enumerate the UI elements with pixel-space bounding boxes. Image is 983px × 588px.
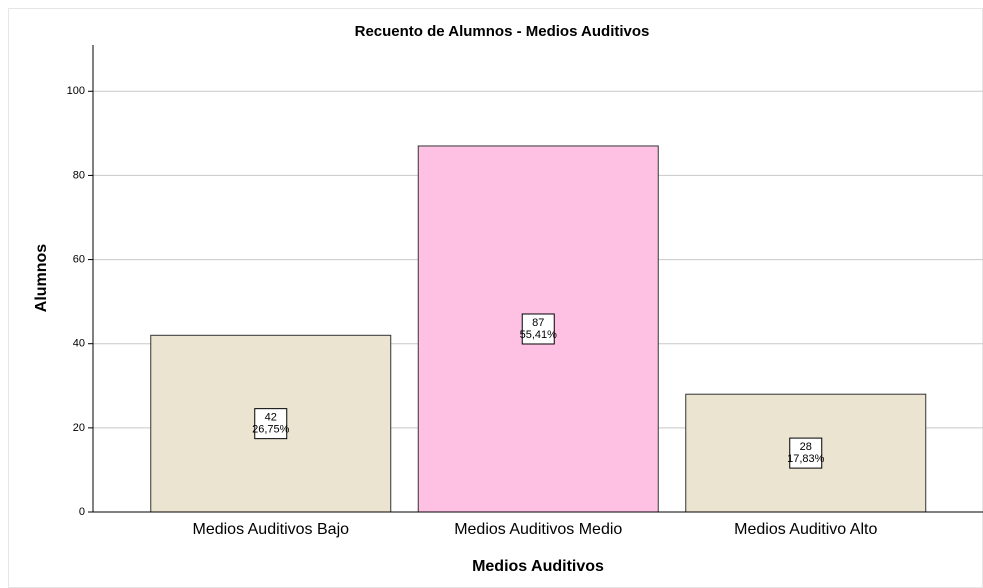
y-tick-label: 60 — [73, 253, 85, 265]
chart-title: Recuento de Alumnos - Medios Auditivos — [355, 23, 650, 40]
x-tick-label: Medios Auditivo Alto — [734, 521, 877, 538]
y-tick-label: 80 — [73, 169, 85, 181]
data-label-percent: 55,41% — [520, 329, 558, 341]
data-label-box — [521, 313, 555, 345]
y-tick-label: 20 — [73, 422, 85, 434]
y-axis-title: Alumnos — [33, 244, 50, 313]
data-label: 28 — [800, 441, 812, 453]
data-label: 87 — [532, 317, 544, 329]
y-tick-label: 100 — [67, 85, 85, 97]
x-tick-label: Medios Auditivos Medio — [454, 521, 622, 538]
data-label-percent: 17,83% — [787, 453, 825, 465]
x-axis-title: Medios Auditivos — [472, 558, 604, 575]
y-tick-label: 40 — [73, 338, 85, 350]
x-tick-label: Medios Auditivos Bajo — [192, 521, 349, 538]
data-label-box — [254, 408, 288, 440]
data-label: 42 — [265, 412, 277, 424]
data-label-box — [789, 437, 823, 469]
data-label-percent: 26,75% — [252, 424, 290, 436]
y-tick-label: 0 — [79, 506, 85, 518]
